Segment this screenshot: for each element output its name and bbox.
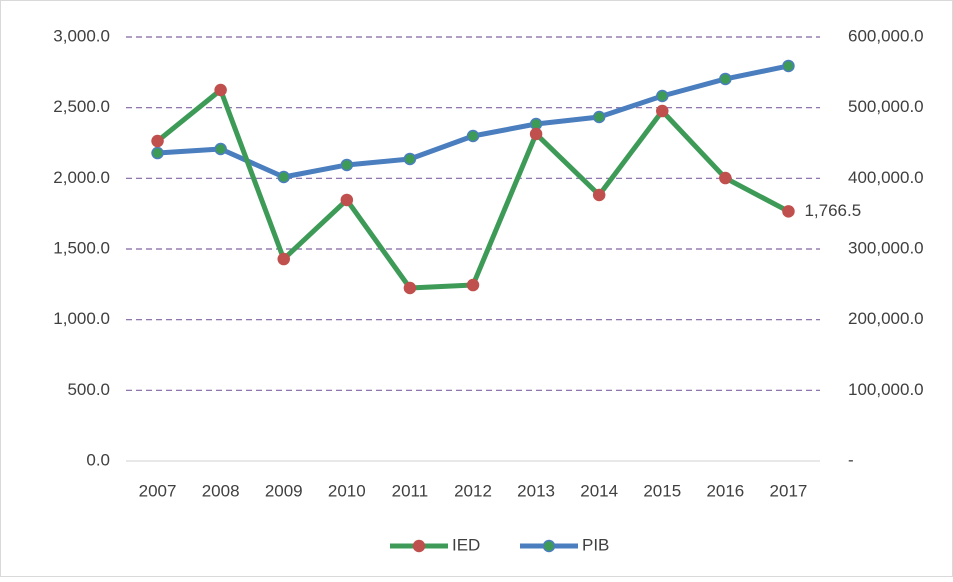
x-tick-label: 2007	[139, 481, 177, 500]
marker	[403, 281, 417, 295]
marker	[277, 170, 290, 184]
y-tick-label: 3,000.0	[53, 26, 110, 45]
x-tick-label: 2014	[580, 481, 618, 500]
marker	[151, 134, 164, 148]
legend-label: PIB	[582, 535, 609, 554]
legend-marker	[412, 539, 426, 553]
marker	[277, 252, 290, 266]
y2-tick-label: 200,000.0	[848, 309, 924, 328]
x-tick-label: 2010	[328, 481, 366, 500]
x-tick-label: 2017	[770, 481, 808, 500]
marker	[340, 193, 354, 207]
y-tick-label: 1,000.0	[53, 309, 110, 328]
legend-label: IED	[452, 535, 480, 554]
y2-tick-label: 300,000.0	[848, 238, 924, 257]
marker	[592, 188, 606, 202]
y-tick-label: 1,500.0	[53, 238, 110, 257]
marker	[340, 158, 354, 172]
marker	[719, 72, 732, 86]
x-tick-label: 2009	[265, 481, 303, 500]
x-tick-label: 2008	[202, 481, 240, 500]
legend-marker	[542, 539, 556, 553]
marker	[592, 110, 606, 124]
data-label: 1,766.5	[804, 201, 861, 220]
marker	[782, 59, 795, 73]
y2-tick-label: 100,000.0	[848, 380, 924, 399]
marker	[151, 146, 164, 160]
y2-tick-label: 500,000.0	[848, 97, 924, 116]
x-tick-label: 2015	[643, 481, 681, 500]
marker	[403, 152, 417, 166]
x-tick-label: 2012	[454, 481, 492, 500]
y-tick-label: 2,000.0	[53, 168, 110, 187]
marker	[214, 83, 227, 97]
y2-tick-label: 600,000.0	[848, 26, 924, 45]
y-tick-label: 500.0	[67, 380, 110, 399]
y2-tick-label: 400,000.0	[848, 168, 924, 187]
marker	[466, 129, 480, 143]
y-tick-label: 0.0	[86, 450, 110, 469]
x-tick-label: 2013	[517, 481, 555, 500]
marker	[719, 171, 732, 185]
marker	[214, 142, 227, 156]
marker	[466, 278, 480, 292]
marker	[656, 104, 669, 118]
marker	[529, 127, 543, 141]
x-tick-label: 2011	[392, 481, 429, 500]
x-tick-label: 2016	[706, 481, 744, 500]
marker	[656, 89, 669, 103]
marker	[782, 205, 795, 218]
y-tick-label: 2,500.0	[53, 97, 110, 116]
y2-tick-label: -	[848, 450, 854, 469]
